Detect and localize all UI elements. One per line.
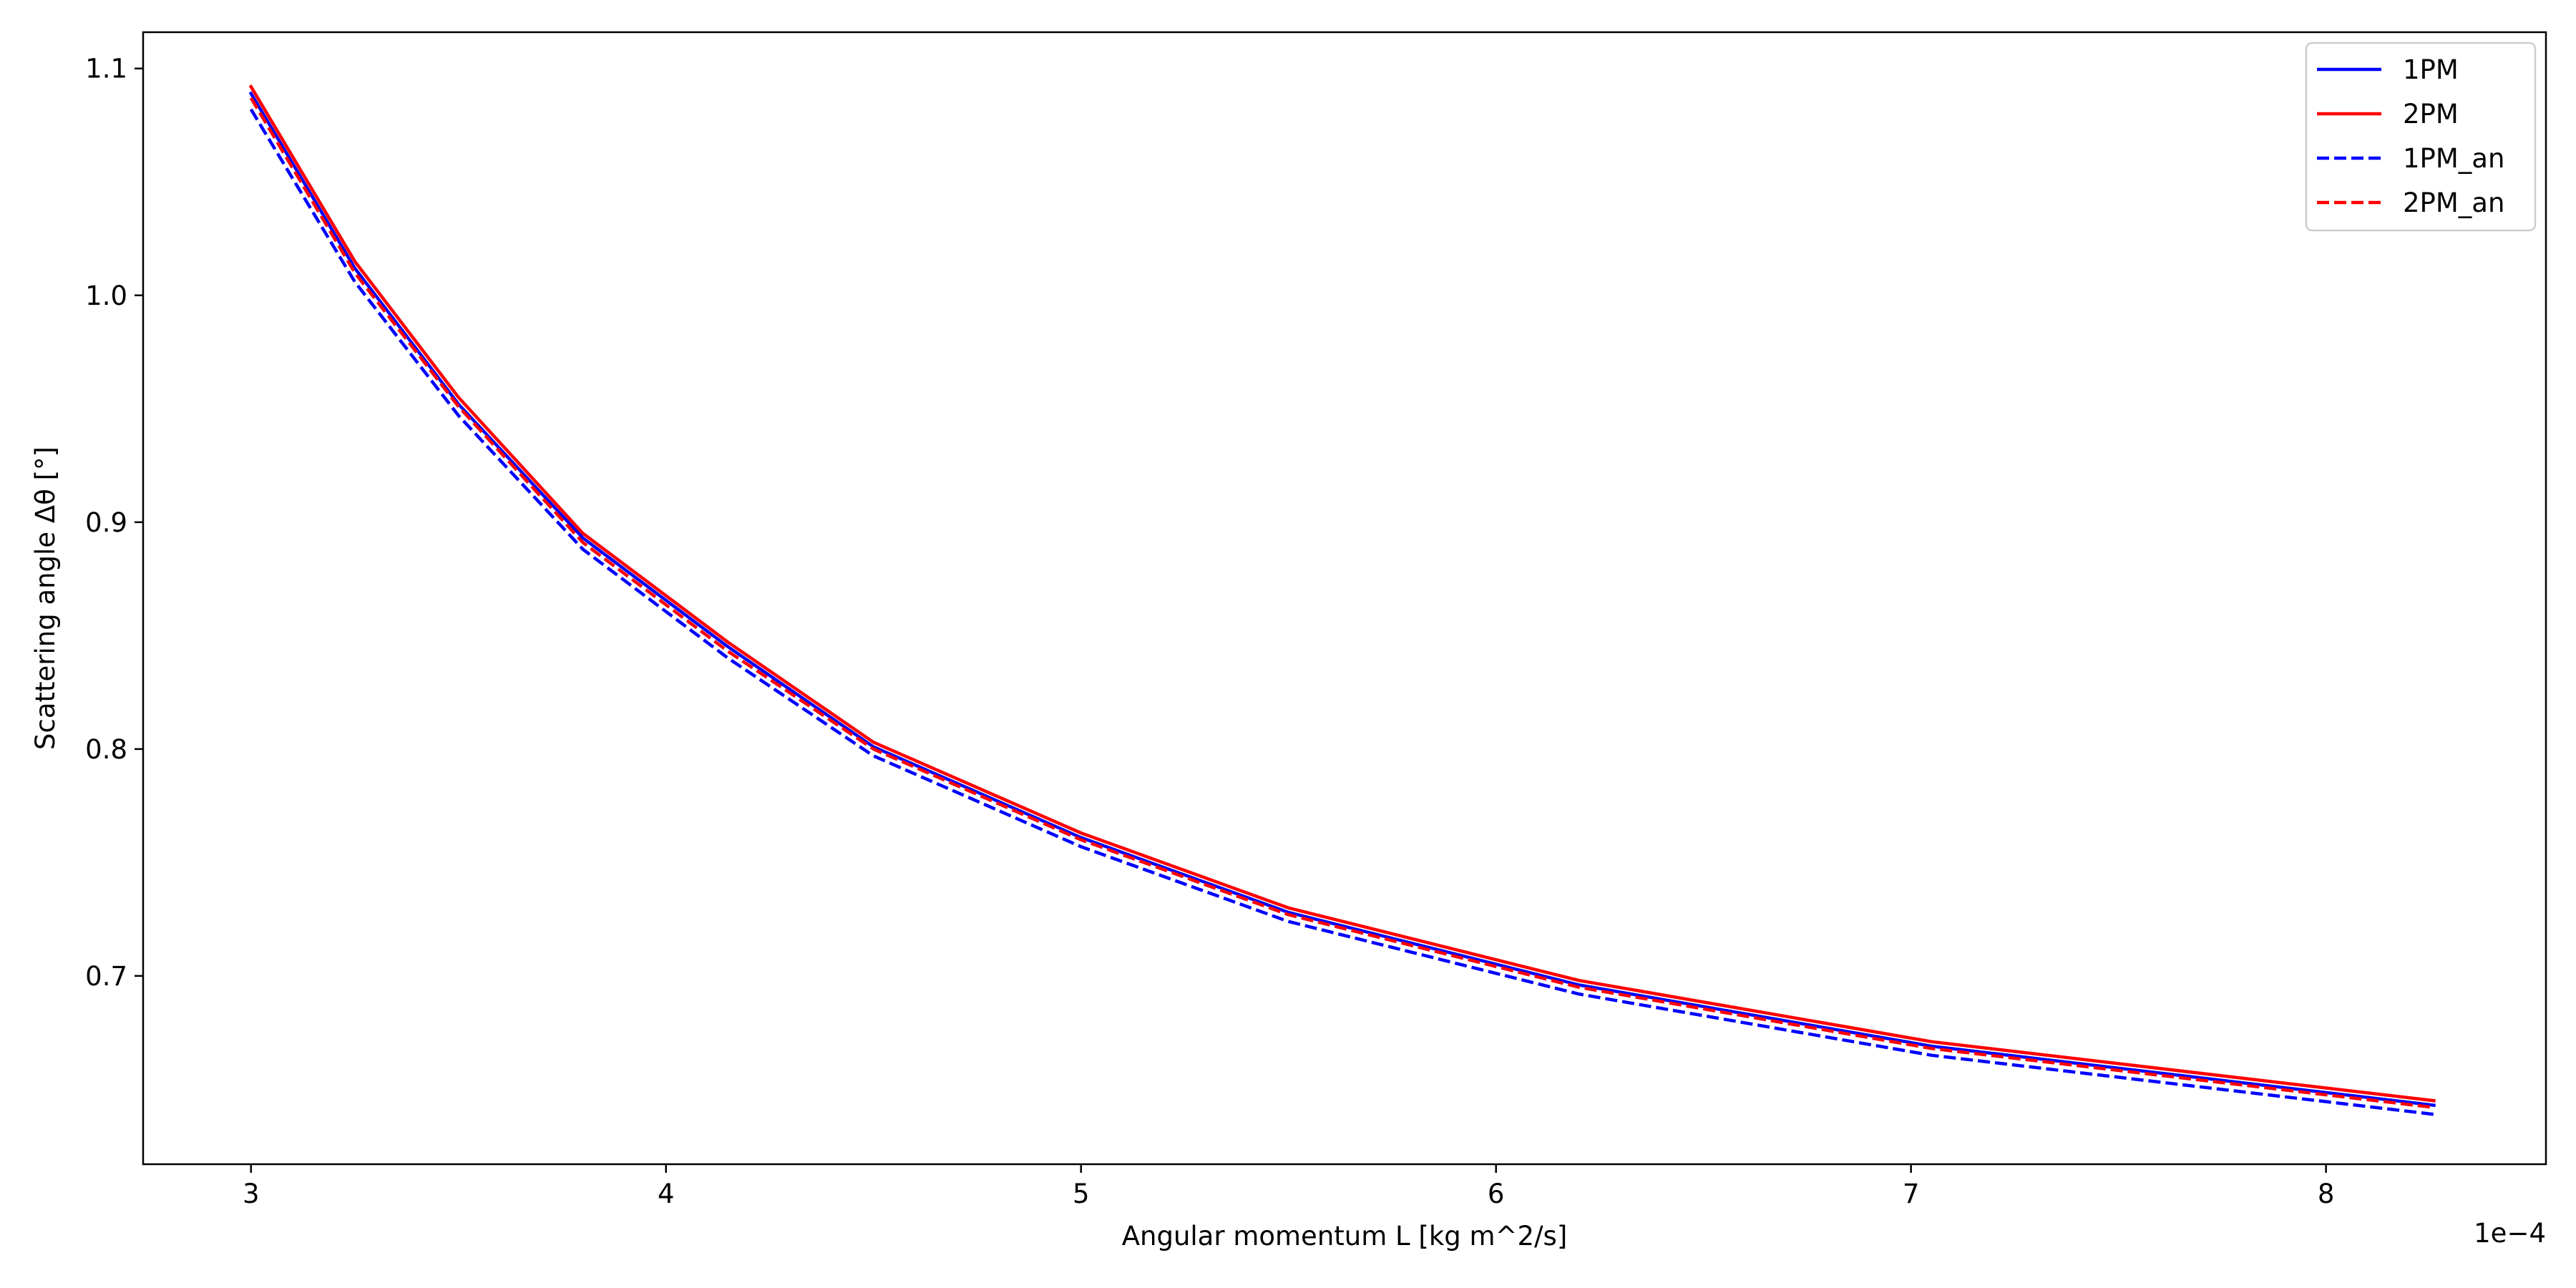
plot-area [248,84,2436,1116]
x-tick-label: 8 [2318,1179,2335,1209]
legend-label: 1PM [2403,54,2459,85]
y-tick-label: 0.7 [85,961,127,992]
legend: 1PM 2PM 1PM_an 2PM_an [2305,42,2537,232]
y-axis-ticks: 0.7 0.8 0.9 1.0 1.1 [85,54,143,992]
x-tick-label: 6 [1488,1179,1505,1209]
legend-label: 1PM_an [2403,143,2504,174]
x-tick-label: 4 [658,1179,675,1209]
legend-label: 2PM_an [2403,187,2504,218]
y-axis-label: Scattering angle Δθ [°] [30,447,61,750]
x-tick-label: 7 [1903,1179,1920,1209]
y-tick-label: 0.8 [85,734,127,765]
x-axis-label: Angular momentum L [kg m^2/s] [1122,1221,1568,1252]
series-line-1pm-an [249,108,2434,1116]
series-line-2pm-an [249,97,2434,1109]
x-axis-ticks: 3 4 5 6 7 8 [243,1164,2334,1209]
axes-frame [142,31,2547,1166]
x-axis-offset-label: 1e−4 [2474,1218,2546,1249]
legend-box [2305,42,2537,232]
y-tick-label: 1.0 [85,280,127,311]
series-line-2pm [248,84,2436,1103]
y-tick-label: 0.9 [85,507,127,538]
x-tick-label: 3 [243,1179,260,1209]
series-line-1pm [248,91,2436,1108]
x-tick-label: 5 [1073,1179,1090,1209]
y-tick-label: 1.1 [85,54,127,84]
legend-label: 2PM [2403,99,2459,130]
